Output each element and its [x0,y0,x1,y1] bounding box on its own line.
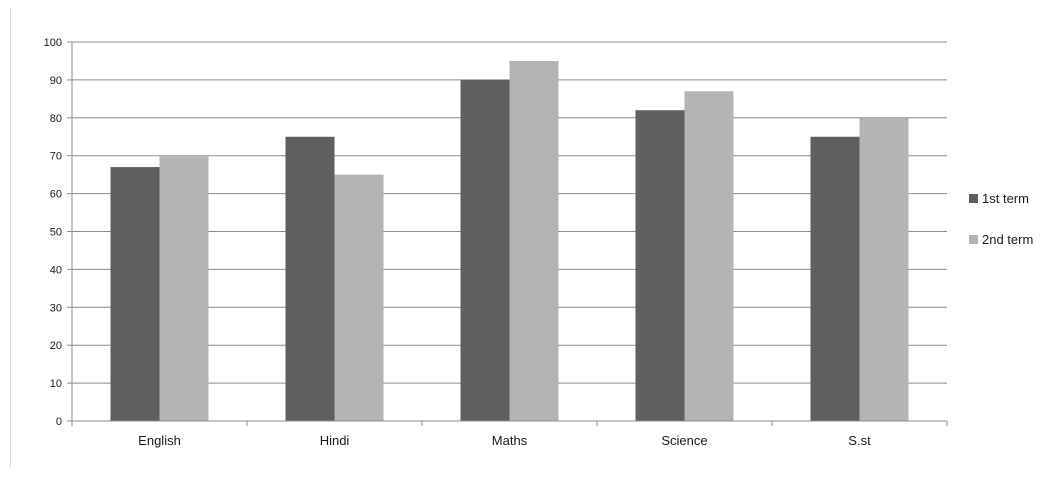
y-tick-label: 30 [50,302,62,314]
legend-label: 2nd term [982,232,1033,247]
x-category-label: English [138,433,181,448]
legend: 1st term 2nd term [969,191,1033,247]
y-tick-label: 80 [50,113,62,125]
x-axis: English Hindi Maths Science S.st [71,42,948,448]
bar-series-2 [684,91,734,422]
legend-swatch [969,194,978,203]
y-axis-ticks: 0 10 20 30 40 50 60 70 80 90 100 [44,37,72,428]
x-category-label: S.st [848,433,871,448]
bar-series-1 [285,136,335,421]
bar-series-1 [460,79,510,422]
bars [110,60,909,422]
bar-series-1 [810,136,860,421]
y-tick-label: 40 [50,264,62,276]
bar-series-2 [334,174,384,421]
legend-label: 1st term [982,191,1029,206]
y-tick-label: 90 [50,75,62,87]
x-category-label: Maths [492,433,528,448]
y-tick-label: 0 [56,416,62,428]
bar-series-2 [859,117,909,422]
y-tick-label: 60 [50,189,62,201]
y-tick-label: 50 [50,227,62,239]
y-tick-label: 20 [50,340,62,352]
frame-left-border [10,8,11,468]
legend-swatch [969,235,978,244]
y-tick-label: 100 [44,37,62,49]
x-category-label: Science [661,433,707,448]
bar-series-1 [110,167,160,421]
bar-series-2 [509,60,559,421]
bar-series-2 [159,155,209,421]
y-tick-label: 70 [50,151,62,163]
x-category-label: Hindi [320,433,350,448]
bar-series-1 [635,110,685,421]
y-tick-label: 10 [50,378,62,390]
